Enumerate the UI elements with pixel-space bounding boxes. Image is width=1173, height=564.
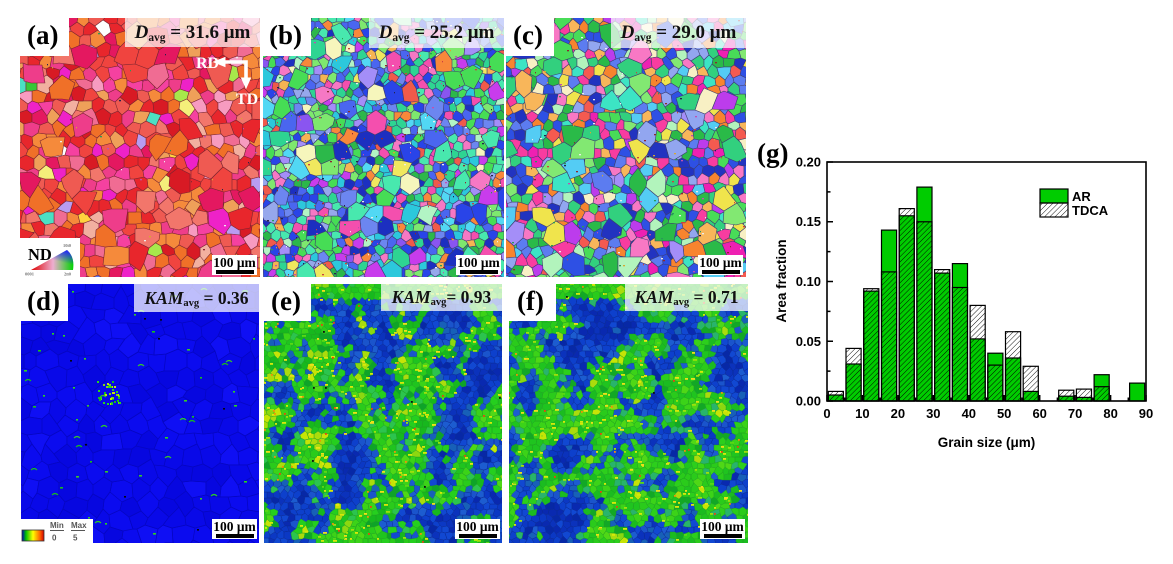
svg-text:90: 90: [1139, 406, 1153, 421]
svg-text:10: 10: [855, 406, 869, 421]
svg-text:ND: ND: [28, 245, 52, 264]
svg-text:0.05: 0.05: [796, 334, 821, 349]
svg-text:0.20: 0.20: [796, 155, 821, 170]
svg-text:0: 0: [52, 534, 57, 543]
svg-text:TD: TD: [236, 91, 258, 108]
svg-text:10ī0: 10ī0: [63, 243, 72, 248]
svg-text:RD: RD: [196, 55, 219, 72]
svg-text:5: 5: [73, 534, 78, 543]
svg-text:2īī0: 2īī0: [64, 272, 72, 277]
svg-text:0: 0: [823, 406, 830, 421]
svg-text:60: 60: [1032, 406, 1046, 421]
svg-text:40: 40: [962, 406, 976, 421]
svg-text:Grain size (μm): Grain size (μm): [938, 435, 1036, 450]
svg-text:20: 20: [891, 406, 905, 421]
svg-text:Min: Min: [50, 521, 64, 530]
svg-text:0.00: 0.00: [796, 394, 821, 409]
svg-text:50: 50: [997, 406, 1011, 421]
svg-text:AR: AR: [1072, 189, 1091, 204]
svg-text:Max: Max: [71, 521, 87, 530]
svg-text:0.10: 0.10: [796, 274, 821, 289]
svg-text:TDCA: TDCA: [1072, 203, 1109, 218]
svg-text:0001: 0001: [25, 272, 35, 277]
svg-text:0.15: 0.15: [796, 214, 821, 229]
svg-text:Area fraction: Area fraction: [774, 239, 789, 322]
svg-text:30: 30: [926, 406, 940, 421]
svg-text:80: 80: [1103, 406, 1117, 421]
svg-text:70: 70: [1068, 406, 1082, 421]
